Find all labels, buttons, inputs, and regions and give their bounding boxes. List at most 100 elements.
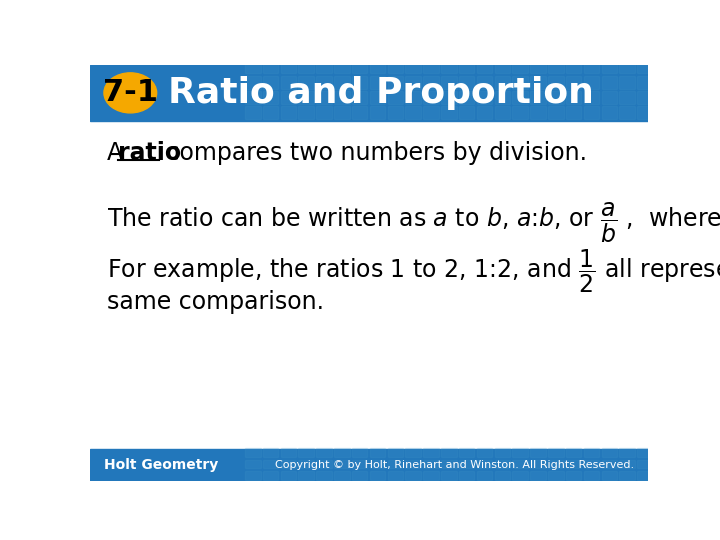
Bar — [387, 106, 403, 119]
Bar — [530, 76, 546, 89]
Bar — [299, 448, 314, 457]
Bar — [477, 106, 492, 119]
Bar — [405, 60, 421, 73]
Bar — [245, 60, 261, 73]
Text: Copyright © by Holt, Rinehart and Winston. All Rights Reserved.: Copyright © by Holt, Rinehart and Winsto… — [275, 460, 634, 470]
Bar — [334, 60, 350, 73]
Bar — [405, 460, 421, 468]
Bar — [334, 448, 350, 457]
Bar — [370, 76, 385, 89]
Bar — [370, 106, 385, 119]
Bar — [495, 471, 510, 480]
Bar — [477, 76, 492, 89]
Bar — [352, 60, 367, 73]
Bar — [370, 448, 385, 457]
Bar — [245, 91, 261, 104]
Bar — [495, 106, 510, 119]
Bar — [263, 448, 279, 457]
Bar — [245, 106, 261, 119]
Bar — [637, 76, 652, 89]
Bar — [637, 471, 652, 480]
Bar — [513, 60, 528, 73]
Bar — [245, 45, 261, 58]
Bar — [619, 60, 635, 73]
Bar — [370, 91, 385, 104]
Text: A: A — [107, 141, 130, 165]
Bar — [495, 60, 510, 73]
Text: Ratio and Proportion: Ratio and Proportion — [168, 76, 593, 110]
Bar — [316, 76, 332, 89]
Bar — [370, 60, 385, 73]
Bar — [334, 91, 350, 104]
Bar — [619, 76, 635, 89]
Bar — [334, 460, 350, 468]
Bar — [441, 106, 456, 119]
Bar — [459, 45, 474, 58]
Bar — [477, 60, 492, 73]
Bar — [263, 76, 279, 89]
Text: ratio: ratio — [117, 141, 181, 165]
Bar — [352, 76, 367, 89]
Bar — [352, 106, 367, 119]
Bar — [566, 106, 581, 119]
Bar — [548, 45, 564, 58]
Bar — [566, 91, 581, 104]
Bar — [263, 460, 279, 468]
Bar — [352, 448, 367, 457]
Bar — [530, 448, 546, 457]
Bar — [405, 91, 421, 104]
Bar — [387, 91, 403, 104]
Bar — [530, 471, 546, 480]
Bar — [299, 45, 314, 58]
Bar — [245, 76, 261, 89]
Bar — [601, 76, 617, 89]
Bar — [513, 448, 528, 457]
Bar — [352, 460, 367, 468]
Bar — [548, 471, 564, 480]
Bar — [370, 460, 385, 468]
Bar — [352, 471, 367, 480]
Bar — [299, 106, 314, 119]
Bar — [601, 91, 617, 104]
Bar — [281, 60, 296, 73]
Bar — [477, 91, 492, 104]
Bar — [459, 448, 474, 457]
Bar — [513, 471, 528, 480]
Bar — [459, 460, 474, 468]
Bar — [316, 60, 332, 73]
Bar — [316, 106, 332, 119]
Bar — [584, 471, 599, 480]
Bar — [334, 471, 350, 480]
Bar — [584, 91, 599, 104]
Bar — [387, 460, 403, 468]
Bar — [459, 471, 474, 480]
Bar — [530, 91, 546, 104]
Bar — [459, 60, 474, 73]
Text: 7-1: 7-1 — [103, 78, 158, 107]
Bar — [548, 106, 564, 119]
Bar — [263, 106, 279, 119]
Bar — [423, 460, 438, 468]
Bar — [441, 460, 456, 468]
Bar — [601, 460, 617, 468]
Bar — [530, 106, 546, 119]
Bar — [387, 448, 403, 457]
Text: For example, the ratios 1 to 2, 1:2, and $\dfrac{1}{2}$ all represent the: For example, the ratios 1 to 2, 1:2, and… — [107, 247, 720, 295]
Bar — [513, 45, 528, 58]
Bar — [637, 460, 652, 468]
Bar — [566, 460, 581, 468]
Bar — [90, 65, 648, 121]
Bar — [459, 106, 474, 119]
Bar — [619, 106, 635, 119]
Bar — [423, 91, 438, 104]
Bar — [637, 60, 652, 73]
Bar — [423, 45, 438, 58]
Bar — [566, 471, 581, 480]
Bar — [477, 460, 492, 468]
Bar — [601, 45, 617, 58]
Bar — [584, 448, 599, 457]
Bar — [619, 460, 635, 468]
Bar — [281, 91, 296, 104]
Bar — [281, 106, 296, 119]
Bar — [495, 91, 510, 104]
